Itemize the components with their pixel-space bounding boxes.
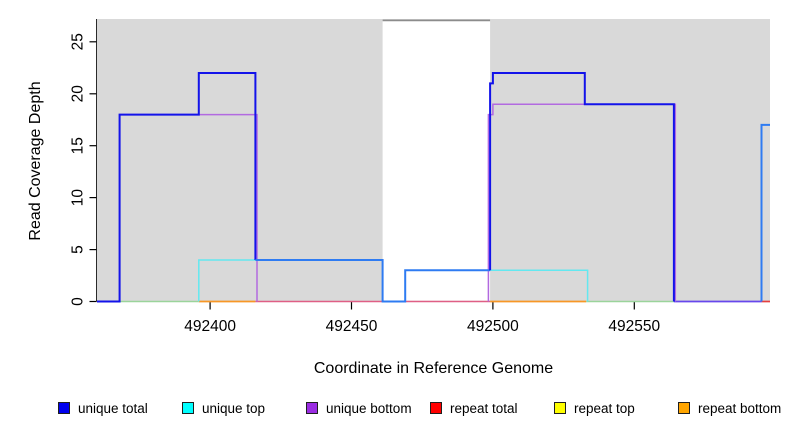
series-path-unique-top-right-block [490, 269, 589, 302]
y-tick-label: 0 [70, 297, 87, 306]
series-path-unique-total-left [97, 72, 257, 303]
gap-band [382, 19, 491, 301]
series-path-unique-total-mid-light [255, 259, 491, 303]
x-tick-label: 492450 [326, 318, 378, 335]
series-path-unique-bottom-right-block [487, 103, 677, 302]
legend-item-repeat-bottom: repeat bottom [678, 400, 781, 416]
legend-item-unique-total: unique total [58, 400, 148, 416]
legend-swatch-icon [430, 402, 442, 414]
series-path-unique-total-end-light [760, 123, 770, 302]
y-tick-label: 15 [70, 137, 87, 154]
legend-swatch-icon [58, 402, 70, 414]
legend-label: repeat total [450, 400, 518, 416]
legend-item-unique-bottom: unique bottom [306, 400, 412, 416]
x-tick-label: 492500 [467, 318, 519, 335]
legend-label: unique top [202, 400, 266, 416]
legend-label: unique bottom [326, 400, 412, 416]
legend-label: unique total [78, 400, 148, 416]
series-path-unique-total-right [489, 72, 675, 302]
legend-label: repeat top [574, 400, 635, 416]
y-tick-label: 5 [70, 245, 87, 254]
legend-item-unique-top: unique top [182, 400, 265, 416]
y-tick-label: 25 [70, 33, 87, 50]
legend-item-repeat-total: repeat total [430, 400, 518, 416]
x-tick-label: 492400 [184, 318, 236, 335]
y-tick-label: 20 [70, 85, 87, 103]
legend-swatch-icon [306, 402, 318, 414]
legend-swatch-icon [182, 402, 194, 414]
legend-swatch-icon [554, 402, 566, 414]
y-axis-title: Read Coverage Depth [27, 81, 44, 241]
x-tick-label: 492550 [608, 318, 660, 335]
legend-label: repeat bottom [698, 400, 782, 416]
x-axis-title: Coordinate in Reference Genome [313, 360, 554, 377]
legend-swatch-icon [678, 402, 690, 414]
legend-item-repeat-top: repeat top [554, 400, 635, 416]
y-tick-label: 10 [70, 189, 87, 207]
